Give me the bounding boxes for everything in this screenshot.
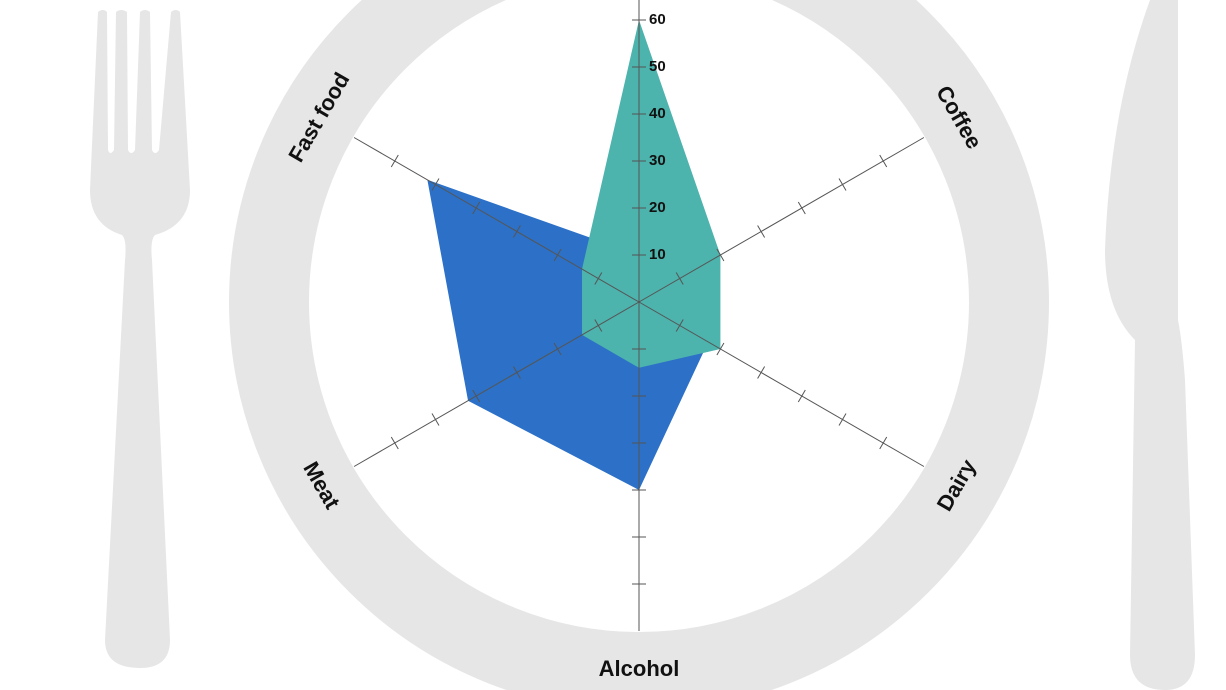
- tick-mark: [472, 389, 481, 403]
- y-tick-label: 60: [649, 11, 666, 28]
- tick-mark: [879, 154, 888, 168]
- axis-line: [353, 301, 640, 467]
- tick-mark: [838, 178, 847, 191]
- tick-mark: [431, 413, 440, 426]
- category-label: Alcohol: [599, 656, 680, 681]
- tick-mark: [716, 342, 725, 356]
- tick-mark: [594, 319, 603, 332]
- tick-mark: [431, 178, 440, 191]
- tick-mark: [757, 366, 766, 379]
- tick-mark: [838, 413, 847, 426]
- y-tick-label: 10: [649, 246, 666, 263]
- radar-area: [582, 20, 721, 368]
- plate-illustration: [90, 0, 1195, 690]
- tick-mark: [512, 225, 521, 238]
- tick-mark: [390, 436, 399, 450]
- axis-line: [353, 137, 640, 303]
- tick-mark: [553, 248, 562, 262]
- tick-mark: [512, 366, 521, 379]
- tick-mark: [879, 436, 888, 450]
- tick-mark: [553, 342, 562, 356]
- tick-mark: [675, 319, 684, 332]
- plate: [229, 0, 1049, 690]
- tick-mark: [797, 389, 806, 403]
- y-tick-label: 50: [649, 58, 666, 75]
- fork: [90, 10, 190, 668]
- tick-mark: [675, 272, 684, 285]
- tick-mark: [472, 201, 481, 215]
- tick-mark: [797, 201, 806, 215]
- y-tick-label: 20: [649, 199, 666, 216]
- knife: [1105, 0, 1195, 690]
- tick-mark: [716, 248, 725, 262]
- tick-mark: [594, 272, 603, 285]
- axis-line: [638, 137, 925, 303]
- tick-mark: [390, 154, 399, 168]
- tick-mark: [757, 225, 766, 238]
- y-tick-label: 40: [649, 105, 666, 122]
- y-tick-label: 30: [649, 152, 666, 169]
- axis-line: [638, 301, 925, 467]
